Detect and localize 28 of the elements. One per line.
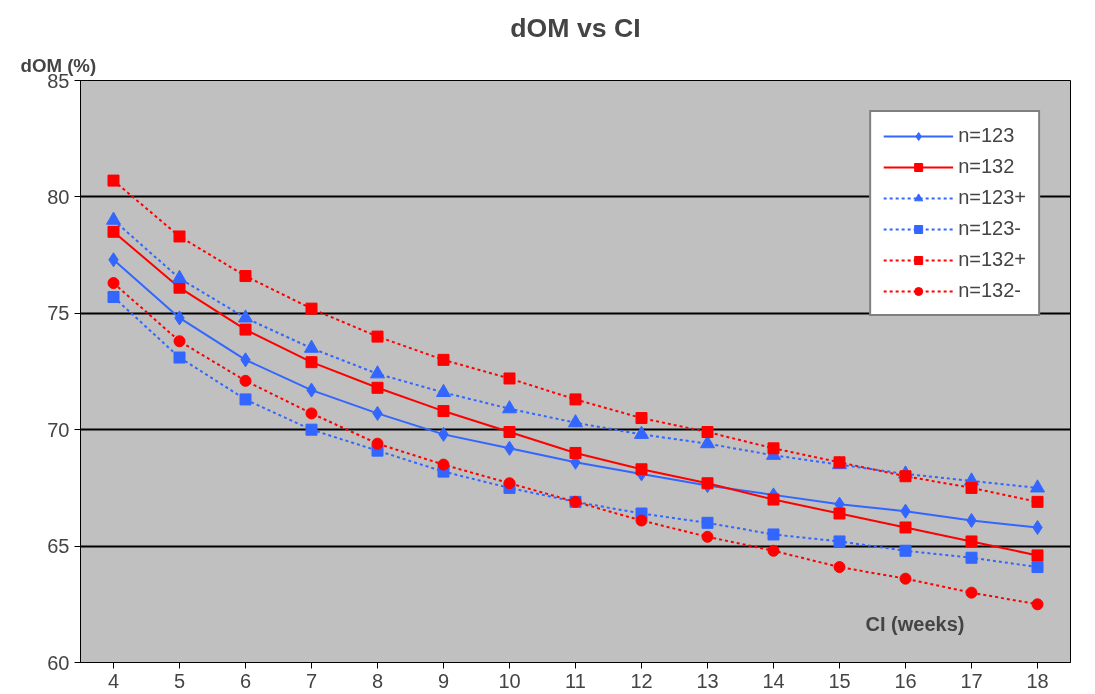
x-tick-label: 15 [828,669,851,692]
x-tick-label: 5 [173,669,186,692]
y-tick-label: 60 [47,651,70,674]
legend-label: n=132 [958,155,1015,178]
legend-label: n=123- [958,217,1021,240]
x-tick-label: 8 [371,669,384,692]
x-tick-label: 16 [894,669,917,692]
chart-title: dOM vs CI [510,12,641,43]
x-tick-label: 13 [696,669,719,692]
y-tick-label: 80 [47,185,70,208]
x-tick-label: 10 [498,669,521,692]
x-tick-label: 4 [107,669,120,692]
x-axis-title: CI (weeks) [865,612,965,635]
x-tick-label: 6 [239,669,252,692]
legend-label: n=123 [958,124,1015,147]
x-tick-label: 18 [1026,669,1049,692]
x-tick-label: 12 [630,669,653,692]
x-tick-label: 9 [437,669,450,692]
y-tick-label: 75 [47,302,70,325]
x-tick-label: 17 [960,669,983,692]
y-tick-label: 65 [47,535,70,558]
x-tick-label: 11 [565,669,586,692]
legend-label: n=132+ [958,248,1026,271]
y-tick-label: 70 [47,418,70,441]
legend-label: n=132- [958,279,1021,302]
x-tick-label: 7 [305,669,318,692]
x-tick-label: 14 [762,669,785,692]
legend-label: n=123+ [958,186,1026,209]
